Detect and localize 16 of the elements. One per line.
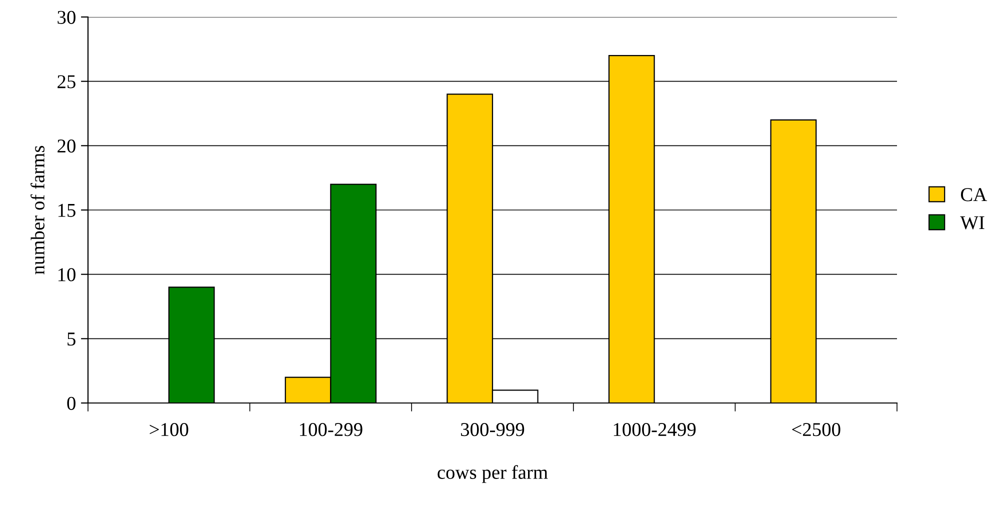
y-tick-label: 25 bbox=[58, 75, 76, 88]
y-axis-title: number of farms bbox=[30, 146, 44, 274]
y-tick-label: 0 bbox=[67, 396, 76, 410]
x-axis-title: cows per farm bbox=[438, 465, 548, 483]
x-tick-label: 100-299 bbox=[300, 423, 362, 436]
x-tick-label: >100 bbox=[150, 423, 188, 436]
legend-label: WI bbox=[960, 216, 984, 230]
x-tick-label: 300-999 bbox=[461, 423, 524, 436]
x-tick-label: 1000-2499 bbox=[614, 423, 696, 436]
y-tick-label: 5 bbox=[68, 332, 76, 346]
legend-label: CA bbox=[960, 188, 988, 202]
x-tick-label: <2500 bbox=[792, 423, 840, 436]
y-tick-label: 20 bbox=[58, 139, 76, 153]
y-tick-label: 15 bbox=[58, 204, 76, 217]
y-tick-label: 10 bbox=[58, 268, 76, 282]
y-tick-label: 30 bbox=[58, 10, 76, 24]
